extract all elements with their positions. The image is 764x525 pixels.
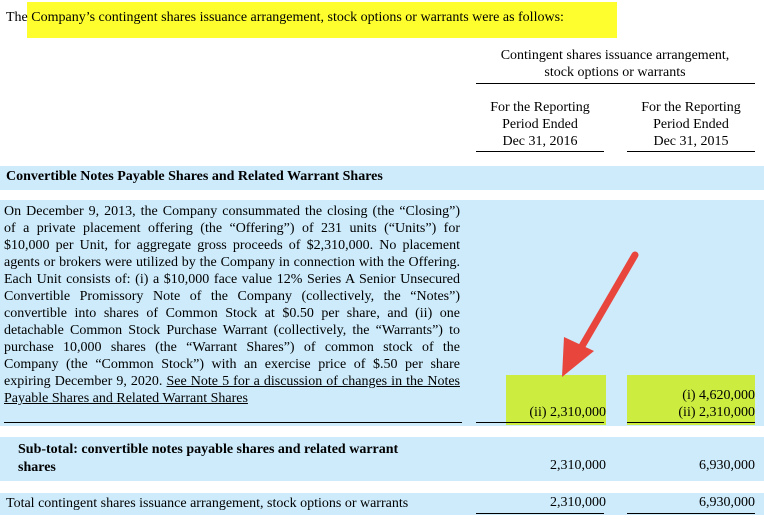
subtotal-label-line1: Sub-total: convertible notes payable sha… [18, 441, 398, 459]
total-2015-rule [627, 513, 755, 514]
section-value-2015-ii: (ii) 2,310,000 [627, 405, 755, 421]
column-group-header-line2: stock options or warrants [476, 64, 754, 81]
column-header-2016-line1: For the Reporting [478, 99, 602, 116]
section-value-2015-i: (i) 4,620,000 [627, 388, 755, 404]
column-header-2015-line1: For the Reporting [629, 99, 753, 116]
section-value-2016: (ii) 2,310,000 [478, 405, 606, 421]
intro-row: The Company’s contingent shares issuance… [0, 0, 764, 40]
column-2016-rule [476, 151, 604, 152]
column-group-rule [476, 83, 755, 84]
column-2015-rule [627, 151, 755, 152]
section-2016-rule [476, 422, 604, 423]
total-value-2016: 2,310,000 [478, 495, 606, 511]
subtotal-label: Sub-total: convertible notes payable sha… [18, 441, 398, 477]
total-label: Total contingent shares issuance arrange… [6, 496, 408, 512]
subtotal-value-2016: 2,310,000 [478, 458, 606, 474]
section-2015-rule [627, 422, 755, 423]
total-2016-rule [476, 513, 604, 514]
section-paragraph: On December 9, 2013, the Company consumm… [4, 203, 460, 407]
column-header-2016-line2: Period Ended [478, 116, 602, 133]
column-header-2016: For the Reporting Period Ended Dec 31, 2… [478, 99, 602, 150]
column-header-2016-line3: Dec 31, 2016 [478, 133, 602, 150]
column-group-header: Contingent shares issuance arrangement, … [476, 47, 754, 83]
paragraph-rule [4, 422, 462, 423]
column-header-2015-line2: Period Ended [629, 116, 753, 133]
column-group-header-line1: Contingent shares issuance arrangement, [476, 47, 754, 64]
total-value-2015: 6,930,000 [627, 495, 755, 511]
subtotal-value-2015: 6,930,000 [627, 458, 755, 474]
section-title: Convertible Notes Payable Shares and Rel… [6, 169, 383, 185]
column-header-2015: For the Reporting Period Ended Dec 31, 2… [629, 99, 753, 150]
red-arrow-icon [540, 245, 650, 385]
column-header-2015-line3: Dec 31, 2015 [629, 133, 753, 150]
intro-text: The Company’s contingent shares issuance… [6, 10, 564, 26]
section-paragraph-text: On December 9, 2013, the Company consumm… [4, 204, 460, 389]
subtotal-label-line2: shares [18, 459, 398, 477]
